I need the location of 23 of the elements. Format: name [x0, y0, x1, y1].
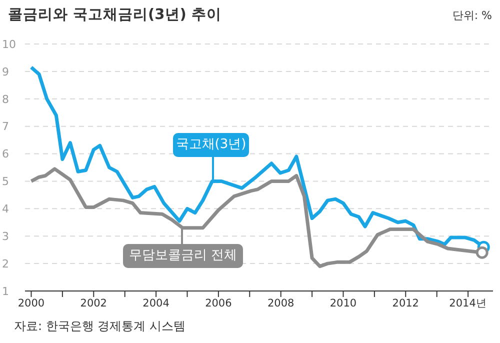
x-tick-label: 2002: [80, 297, 108, 310]
y-tick-label: 3: [2, 230, 9, 244]
y-tick-label: 2: [2, 257, 9, 270]
y-tick-label: 10: [2, 38, 16, 51]
x-tick-label: 2008: [267, 297, 294, 310]
y-tick-label: 9: [2, 65, 9, 78]
x-tick-label: 2004: [142, 297, 170, 310]
y-tick-label: 8: [2, 92, 9, 106]
x-tick-label: 2010: [330, 297, 357, 310]
legend-label: 무담보콜금리 전체: [123, 244, 243, 268]
y-tick-label: 7: [2, 120, 9, 134]
x-tick-label: 2014년: [449, 297, 487, 310]
series-label: 국고채(3년): [173, 133, 249, 157]
x-tick-label: 2006: [205, 297, 232, 310]
x-tick-label: 2000: [18, 297, 45, 310]
x-tick-label: 2012: [392, 297, 420, 310]
y-tick-label: 6: [2, 148, 9, 161]
y-tick-label: 5: [2, 175, 9, 188]
chart-title: 콜금리와 국고채금리(3년) 추이: [8, 6, 222, 24]
text: 단위: %: [452, 8, 492, 23]
text: 자료: 한국은행 경제통계 시스템: [14, 318, 186, 335]
y-tick-label: 1: [2, 284, 9, 298]
y-tick-label: 4: [2, 202, 9, 216]
